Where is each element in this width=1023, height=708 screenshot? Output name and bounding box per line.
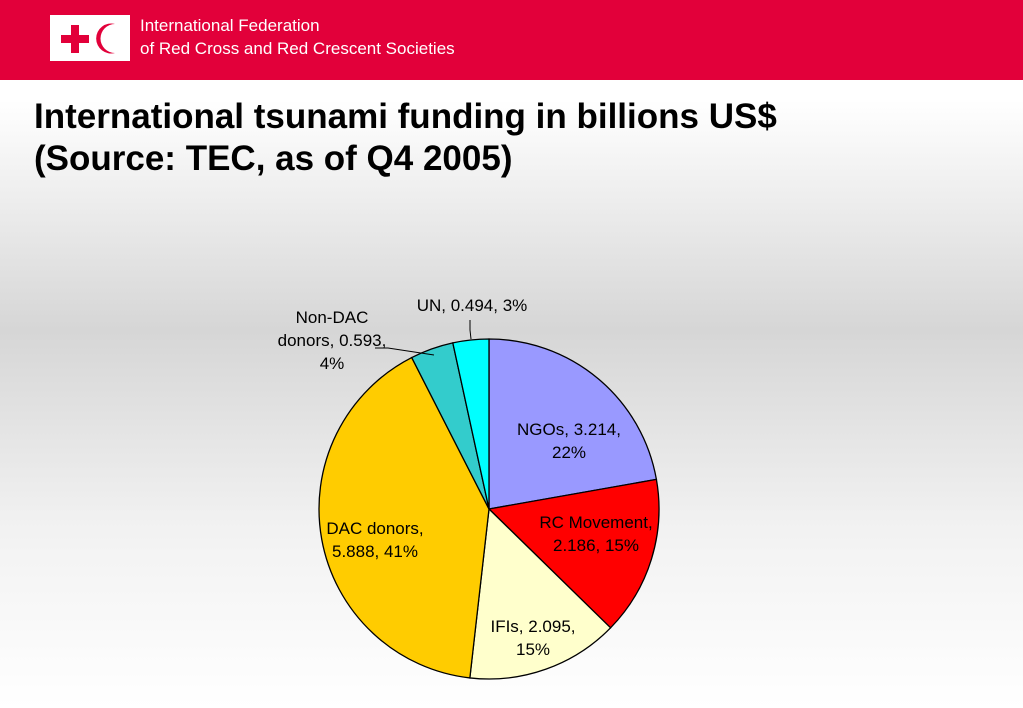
slice-label-line: RC Movement, [539,513,652,532]
slice-label-line: donors, 0.593, [278,331,387,350]
slice-label-line: NGOs, 3.214, [517,420,621,439]
slice-label-line: 2.186, 15% [553,536,639,555]
slice-label-dac-donors: DAC donors, 5.888, 41% [326,519,423,561]
slice-label-ifis: IFIs, 2.095, 15% [490,617,575,659]
emblem-icon [52,17,128,59]
pie-slice-un [452,338,490,510]
title-line1: International tsunami funding in billion… [34,97,777,136]
title-line2: (Source: TEC, as of Q4 2005) [34,139,513,178]
pie-slice-ngos [488,338,658,510]
pie-slice-dac-donors [318,356,490,679]
slice-label-ngos: NGOs, 3.214, 22% [517,420,621,462]
slice-label-line: UN, 0.494, 3% [417,296,528,315]
leader-line-un [469,320,472,340]
slice-label-rc-movement: RC Movement, 2.186, 15% [539,513,652,555]
page-title: International tsunami funding in billion… [34,96,994,180]
slice-label-line: 5.888, 41% [332,542,418,561]
organization-name: International Federation of Red Cross an… [140,14,455,60]
slice-label-line: 15% [516,640,550,659]
slice-label-line: DAC donors, [326,519,423,538]
leader-line-non-dac-donors [375,347,435,356]
slice-label-un: UN, 0.494, 3% [417,296,528,315]
org-name-line2: of Red Cross and Red Crescent Societies [140,39,455,58]
slice-label-line: 4% [320,354,345,373]
pie-slice-rc-movement [487,478,660,629]
header-bar: International Federation of Red Cross an… [0,0,1023,80]
org-name-line1: International Federation [140,16,320,35]
slice-label-line: 22% [552,443,586,462]
slice-label-line: Non-DAC [296,308,369,327]
pie-slice-ifis [469,507,612,680]
red-cross-crescent-logo [50,15,130,61]
slice-label-non-dac-donors: Non-DAC donors, 0.593, 4% [278,308,387,373]
slice-label-line: IFIs, 2.095, [490,617,575,636]
